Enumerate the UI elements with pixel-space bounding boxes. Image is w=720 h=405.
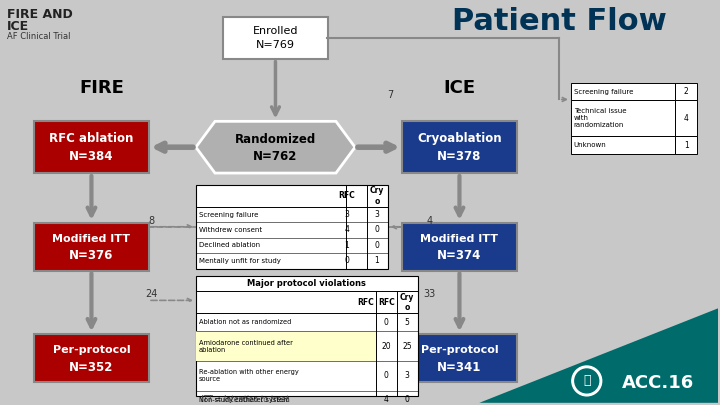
Text: Amiodarone continued after
ablation: Amiodarone continued after ablation xyxy=(199,340,293,353)
Text: N=384: N=384 xyxy=(69,150,114,163)
Text: 1: 1 xyxy=(684,141,688,150)
Text: 4: 4 xyxy=(344,226,349,234)
Text: 0: 0 xyxy=(384,371,389,380)
Text: ITT = Intention to treat: ITT = Intention to treat xyxy=(201,395,289,404)
FancyBboxPatch shape xyxy=(35,122,148,173)
Text: Technical issue
with
randomization: Technical issue with randomization xyxy=(574,109,626,128)
FancyBboxPatch shape xyxy=(675,136,697,154)
Text: Randomized: Randomized xyxy=(235,133,316,146)
Text: 24: 24 xyxy=(145,290,158,299)
Text: Re-ablation with other energy
source: Re-ablation with other energy source xyxy=(199,369,299,382)
Text: Enrolled: Enrolled xyxy=(253,26,298,36)
Text: 3: 3 xyxy=(405,371,410,380)
Text: Per-protocol: Per-protocol xyxy=(53,345,130,355)
Text: Major protocol violations: Major protocol violations xyxy=(248,279,366,288)
Text: Modified ITT: Modified ITT xyxy=(420,234,498,244)
FancyBboxPatch shape xyxy=(223,17,328,59)
Text: N=762: N=762 xyxy=(253,150,297,163)
Circle shape xyxy=(575,369,599,393)
FancyBboxPatch shape xyxy=(675,83,697,100)
Text: RFC ablation: RFC ablation xyxy=(49,132,134,145)
Text: Patient Flow: Patient Flow xyxy=(451,7,666,36)
FancyBboxPatch shape xyxy=(196,185,388,269)
Text: Screening failure: Screening failure xyxy=(199,211,258,217)
Text: 33: 33 xyxy=(423,290,436,299)
Text: 3: 3 xyxy=(374,210,379,219)
Text: 2: 2 xyxy=(684,87,688,96)
Text: Declined ablation: Declined ablation xyxy=(199,243,260,248)
Text: N=352: N=352 xyxy=(69,360,114,373)
Text: 4: 4 xyxy=(384,395,389,404)
Text: 🌐: 🌐 xyxy=(583,375,590,388)
Text: Ablation not as randomized: Ablation not as randomized xyxy=(199,319,292,325)
FancyBboxPatch shape xyxy=(35,334,148,382)
Text: 4: 4 xyxy=(426,216,433,226)
Text: ICE: ICE xyxy=(7,20,29,33)
Text: ICE: ICE xyxy=(444,79,475,96)
Text: 7: 7 xyxy=(387,90,393,100)
Text: AF Clinical Trial: AF Clinical Trial xyxy=(7,32,71,41)
Text: 0: 0 xyxy=(344,256,349,265)
Text: N=374: N=374 xyxy=(437,249,482,262)
FancyBboxPatch shape xyxy=(196,275,418,396)
FancyBboxPatch shape xyxy=(571,136,675,154)
Text: 0: 0 xyxy=(374,241,379,250)
Text: Cry
o: Cry o xyxy=(400,293,415,312)
Text: Withdrew consent: Withdrew consent xyxy=(199,227,262,233)
FancyBboxPatch shape xyxy=(402,122,517,173)
FancyBboxPatch shape xyxy=(675,100,697,136)
FancyBboxPatch shape xyxy=(35,223,148,271)
Text: 20: 20 xyxy=(382,342,391,351)
Text: 0: 0 xyxy=(384,318,389,327)
Text: N=769: N=769 xyxy=(256,40,295,50)
Text: Non-study catheter system: Non-study catheter system xyxy=(199,397,289,403)
Text: RFC: RFC xyxy=(338,192,355,200)
Text: RFC: RFC xyxy=(378,298,395,307)
Text: FIRE AND: FIRE AND xyxy=(7,8,73,21)
Text: N=376: N=376 xyxy=(69,249,114,262)
Text: RFC: RFC xyxy=(358,298,374,307)
FancyBboxPatch shape xyxy=(402,334,517,382)
Text: 4: 4 xyxy=(684,114,688,123)
Text: 0: 0 xyxy=(374,226,379,234)
Text: Screening failure: Screening failure xyxy=(574,89,633,94)
Text: Cry
o: Cry o xyxy=(370,186,384,206)
Text: 0: 0 xyxy=(405,395,410,404)
Text: 1: 1 xyxy=(374,256,379,265)
Circle shape xyxy=(572,366,602,396)
Text: Per-protocol: Per-protocol xyxy=(420,345,498,355)
Text: FIRE: FIRE xyxy=(79,79,124,96)
Text: 25: 25 xyxy=(402,342,412,351)
Polygon shape xyxy=(196,122,355,173)
Text: 8: 8 xyxy=(148,216,154,226)
FancyBboxPatch shape xyxy=(402,223,517,271)
Polygon shape xyxy=(480,308,718,403)
Text: Unknown: Unknown xyxy=(574,142,606,148)
Text: ACC.16: ACC.16 xyxy=(622,374,695,392)
Text: 5: 5 xyxy=(405,318,410,327)
Text: N=341: N=341 xyxy=(437,360,482,373)
Text: Mentally unfit for study: Mentally unfit for study xyxy=(199,258,281,264)
FancyBboxPatch shape xyxy=(571,100,675,136)
Text: 3: 3 xyxy=(344,210,349,219)
Text: Modified ITT: Modified ITT xyxy=(53,234,130,244)
FancyBboxPatch shape xyxy=(196,331,376,361)
FancyBboxPatch shape xyxy=(571,83,675,100)
Text: Cryoablation: Cryoablation xyxy=(417,132,502,145)
Text: 1: 1 xyxy=(344,241,349,250)
Text: N=378: N=378 xyxy=(437,150,482,163)
